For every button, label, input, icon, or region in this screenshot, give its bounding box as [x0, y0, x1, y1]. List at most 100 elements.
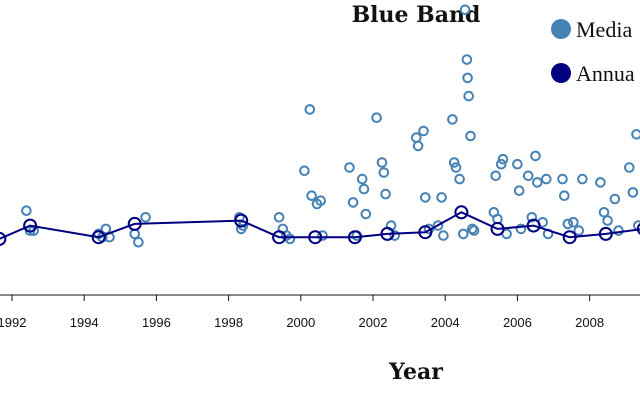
median-point — [315, 195, 327, 206]
median-point — [461, 54, 473, 65]
annual-point — [91, 230, 106, 245]
median-point — [436, 192, 447, 203]
median-point — [412, 140, 424, 152]
median-point — [495, 158, 507, 170]
median-point — [273, 212, 285, 223]
median-point — [513, 185, 525, 196]
median-point — [450, 162, 462, 173]
median-point — [468, 225, 480, 236]
median-point — [304, 104, 316, 115]
median-point — [624, 162, 635, 173]
median-point — [467, 223, 478, 235]
chart-title: Blue Band — [352, 2, 481, 28]
median-point — [432, 220, 444, 231]
median-point — [526, 212, 538, 223]
median-point — [358, 183, 370, 195]
median-point — [389, 230, 401, 241]
median-point — [490, 170, 502, 182]
annual-point — [347, 230, 362, 245]
median-point — [438, 230, 449, 241]
x-tick-label: 1998 — [214, 315, 243, 330]
median-point — [306, 190, 317, 201]
median-point — [631, 129, 640, 140]
median-point — [541, 173, 552, 185]
x-tick-label: 2002 — [359, 315, 388, 330]
annual-point — [598, 226, 613, 241]
median-point — [465, 130, 476, 142]
median-point — [356, 173, 368, 185]
median-point — [133, 236, 144, 248]
x-axis: 1992 1994 1996 1998 2000 2002 2004 2006 2008 — [0, 294, 640, 330]
x-tick-label: 2006 — [503, 315, 532, 330]
legend-annual-label: Annua — [576, 61, 635, 86]
annual-point — [23, 218, 38, 233]
median-point — [376, 157, 388, 168]
median-point — [595, 177, 606, 188]
median-point — [21, 205, 32, 216]
median-point — [512, 158, 523, 170]
median-point — [360, 208, 372, 220]
median-point — [411, 132, 422, 143]
annual-point — [127, 216, 142, 231]
annual-point — [234, 213, 249, 228]
annual-line — [0, 211, 640, 240]
legend-median-label: Media — [576, 17, 632, 42]
median-point — [317, 230, 328, 241]
x-tick-label: 2008 — [575, 315, 604, 330]
x-tick-label: 1994 — [70, 315, 99, 330]
median-point — [380, 188, 391, 200]
median-point — [515, 223, 527, 235]
annual-point — [272, 230, 287, 245]
annual-point — [380, 226, 395, 241]
legend: Media Annua — [551, 17, 635, 86]
median-point — [497, 153, 509, 165]
median-point — [602, 215, 613, 226]
median-point — [454, 173, 465, 185]
x-tick-label: 2000 — [286, 315, 315, 330]
annual-point — [308, 230, 323, 245]
x-tick-label: 1996 — [142, 315, 171, 330]
median-point — [420, 192, 431, 203]
annual-point — [0, 231, 7, 246]
annual-point — [490, 221, 505, 236]
median-point — [562, 218, 574, 230]
annual-point — [562, 230, 577, 245]
median-point — [100, 223, 112, 235]
median-point — [568, 217, 579, 228]
annual-series — [0, 205, 640, 246]
legend-median-marker — [551, 19, 571, 39]
median-point — [613, 225, 624, 236]
annual-point — [418, 225, 433, 240]
annual-point — [454, 205, 469, 220]
annual-point — [636, 223, 640, 235]
median-point — [559, 190, 570, 201]
median-point — [447, 114, 458, 125]
median-point — [573, 225, 585, 236]
median-point — [448, 157, 460, 168]
median-point — [462, 72, 473, 84]
median-point — [627, 187, 639, 198]
x-axis-label: Year — [388, 359, 443, 385]
median-point — [299, 165, 310, 177]
median-point — [530, 150, 541, 162]
median-point — [344, 162, 355, 173]
median-point — [577, 173, 588, 185]
median-point — [458, 228, 469, 240]
median-point — [418, 125, 429, 137]
median-point — [598, 207, 610, 218]
x-tick-label: 1992 — [0, 315, 26, 330]
median-point — [378, 167, 390, 178]
median-point — [463, 90, 475, 102]
annual-point — [526, 218, 541, 233]
median-point — [609, 193, 621, 205]
x-tick-label: 2004 — [431, 315, 460, 330]
median-series — [21, 4, 640, 248]
median-point — [532, 177, 543, 188]
median-point — [347, 197, 359, 208]
median-point — [522, 170, 534, 182]
median-point — [371, 112, 382, 123]
median-point — [557, 173, 568, 185]
median-point — [459, 4, 471, 16]
legend-annual-marker — [551, 63, 571, 83]
